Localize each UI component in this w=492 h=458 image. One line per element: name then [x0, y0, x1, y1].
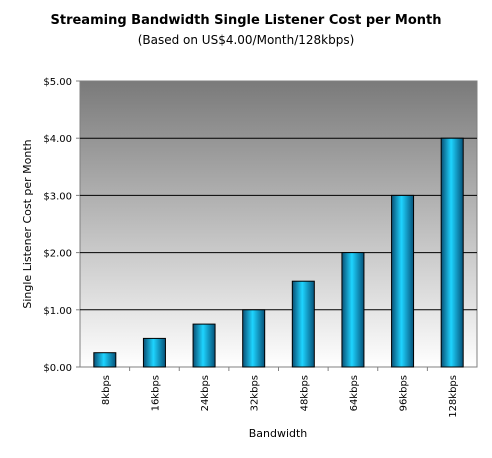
y-tick-label: $0.00 — [43, 363, 72, 374]
x-tick-label: 64kbps — [349, 375, 360, 411]
x-tick-label: 16kbps — [150, 375, 161, 411]
bar-48kbps — [291, 280, 315, 368]
x-tick-label: 8kbps — [101, 375, 112, 405]
bar-24kbps — [192, 323, 216, 368]
bar-96kbps — [391, 194, 415, 368]
x-tick-label: 32kbps — [250, 375, 261, 411]
y-tick-label: $3.00 — [43, 191, 72, 202]
x-tick-label: 48kbps — [299, 375, 310, 411]
bar-64kbps — [341, 252, 365, 368]
bar-128kbps — [440, 137, 464, 368]
y-tick-label: $4.00 — [43, 134, 72, 145]
x-tick-label: 128kbps — [448, 375, 459, 418]
x-tick-label: 96kbps — [399, 375, 410, 411]
y-axis-ticks: $0.00 $1.00 $2.00 $3.00 $4.00 $5.00 — [43, 77, 80, 374]
plot-area — [79, 80, 478, 368]
bar-16kbps — [142, 337, 166, 368]
x-axis-label: Bandwidth — [249, 427, 308, 440]
bars — [93, 137, 464, 368]
chart-title: Streaming Bandwidth Single Listener Cost… — [50, 13, 442, 28]
x-axis-ticks: 8kbps 16kbps 24kbps 32kbps 48kbps 64kbps 96kbp… — [101, 367, 459, 418]
y-tick-label: $2.00 — [43, 249, 72, 260]
y-tick-label: $5.00 — [43, 77, 72, 88]
y-axis-label: Single Listener Cost per Month — [21, 139, 34, 308]
y-tick-label: $1.00 — [43, 306, 72, 317]
x-tick-label: 24kbps — [200, 375, 211, 411]
bar-32kbps — [242, 309, 266, 368]
bar-8kbps — [93, 352, 117, 368]
chart-subtitle: (Based on US$4.00/Month/128kbps) — [137, 33, 355, 47]
